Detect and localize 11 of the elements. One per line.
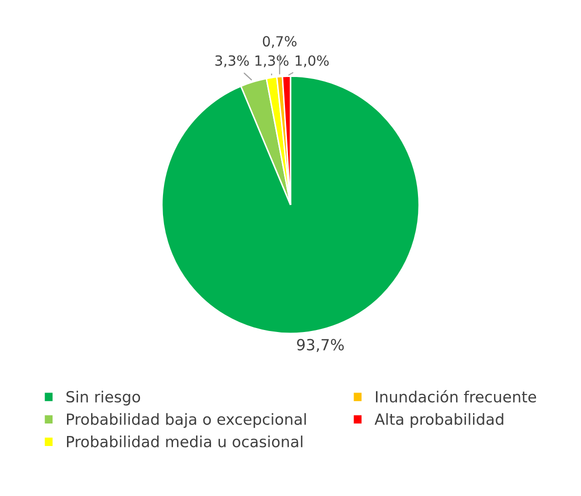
data-label: 93,7% xyxy=(297,338,344,352)
legend-label: Alta probabilidad xyxy=(374,413,504,428)
data-label: 0,7% xyxy=(262,36,296,48)
data-label: 3,3% xyxy=(215,55,249,68)
data-label: 1,0% xyxy=(296,55,329,68)
legend-label: Probabilidad media u ocasional xyxy=(66,436,302,448)
legend-label: Inundación frecuente xyxy=(376,390,536,403)
legend-label: Probabilidad baja o excepcional xyxy=(66,413,306,428)
data-label: 1,3% xyxy=(255,55,288,68)
pie-slice xyxy=(161,76,420,334)
legend-label: Sin riesgo xyxy=(66,390,140,406)
